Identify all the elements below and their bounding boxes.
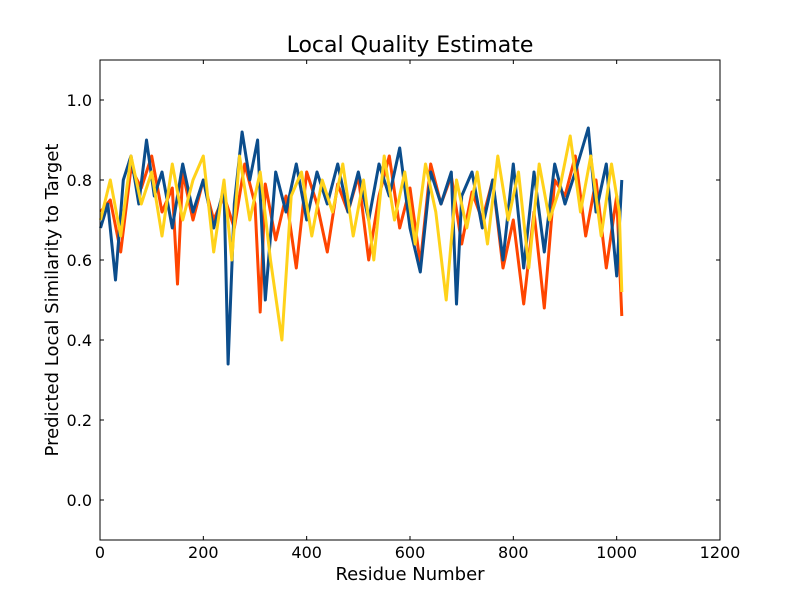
x-axis-title: Residue Number: [335, 564, 485, 585]
x-axis-ticks: 0 200 400 600 800 1000 1200: [95, 60, 740, 562]
series-line-3: [99, 134, 624, 342]
plot-lines: [99, 126, 624, 366]
x-tick-label: 1000: [596, 543, 637, 562]
x-tick-label: 1200: [700, 543, 741, 562]
y-tick-label: 1.0: [67, 91, 92, 110]
y-axis-ticks: 0.0 0.2 0.4 0.6 0.8 1.0: [67, 91, 720, 510]
y-axis-title: Predicted Local Similarity to Target: [42, 144, 63, 457]
y-tick-label: 0.8: [67, 171, 92, 190]
chart-title: Local Quality Estimate: [287, 33, 534, 58]
x-tick-label: 400: [291, 543, 322, 562]
y-tick-label: 0.0: [67, 491, 92, 510]
series-line-2: [99, 126, 624, 366]
x-tick-label: 600: [395, 543, 426, 562]
y-tick-label: 0.4: [67, 331, 92, 350]
x-tick-label: 800: [498, 543, 529, 562]
y-tick-label: 0.2: [67, 411, 92, 430]
x-tick-label: 200: [188, 543, 219, 562]
y-tick-label: 0.6: [67, 251, 92, 270]
x-tick-label: 0: [95, 543, 105, 562]
